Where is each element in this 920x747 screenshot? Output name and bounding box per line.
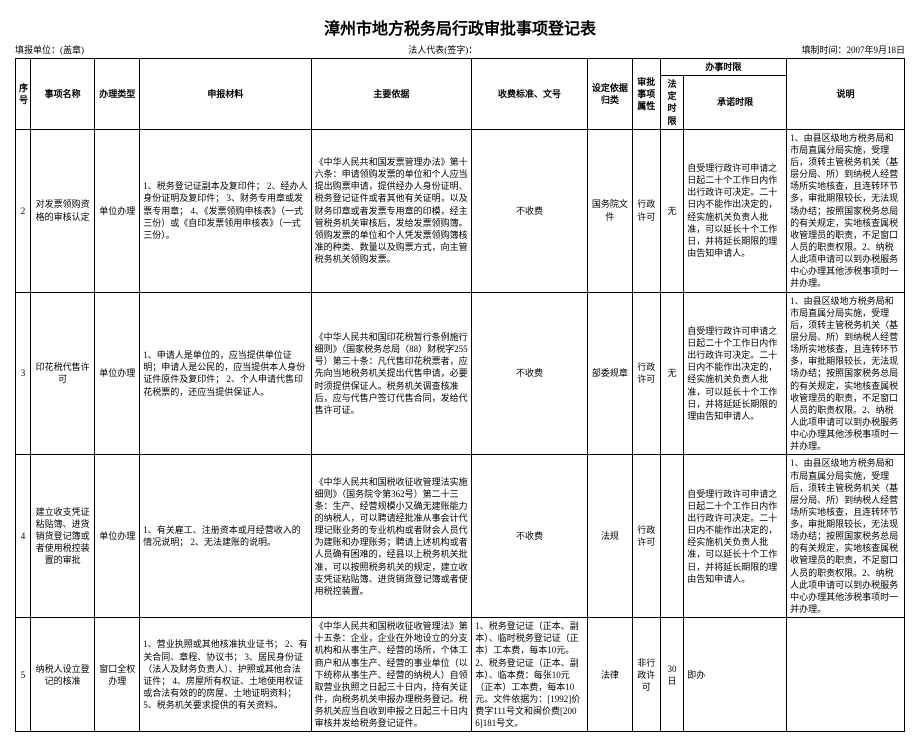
col-fee: 收费标准、文号	[472, 59, 588, 130]
cell-type: 单位办理	[95, 455, 140, 618]
cell-ltime	[660, 455, 684, 618]
cell-doc: 部委规章	[587, 292, 632, 455]
cell-seq: 2	[16, 129, 31, 292]
cell-type: 窗口全权办理	[95, 618, 140, 732]
cell-fee: 不收费	[472, 292, 588, 455]
header-row: 填报单位：(盖章) 法人代表(签字)： 填制时间：2007年9月18日	[15, 43, 905, 56]
col-doc: 设定依据归类	[587, 59, 632, 130]
table-row: 3印花税代售许可单位办理1、申请人是单位的，应当提供单位证明；申请人是公民的，应…	[16, 292, 905, 455]
cell-materials: 1、有关雇工、注册资本或月经营收入的情况说明； 2、无法建账的说明。	[140, 455, 311, 618]
cell-ptime: 即办	[684, 618, 787, 732]
cell-fee: 1、税务登记证（正本、副本）、临时税务登记证（正本）工本费，每本10元。2、税务…	[472, 618, 588, 732]
table-row: 4建立收支凭证粘贴簿、进货销货登记簿或者使用税控装置的审批单位办理1、有关雇工、…	[16, 455, 905, 618]
col-type: 办理类型	[95, 59, 140, 130]
cell-doc: 法律	[587, 618, 632, 732]
col-ptime: 承诺时限	[684, 76, 787, 130]
cell-note	[787, 618, 905, 732]
cell-name: 纳税人设立登记的核准	[30, 618, 94, 732]
cell-note: 1、由县区级地方税务局和市局直属分局实施，受理后，须转主管税务机关（基层分局、所…	[787, 129, 905, 292]
cell-name: 建立收支凭证粘贴簿、进货销货登记簿或者使用税控装置的审批	[30, 455, 94, 618]
cell-name: 对发票领购资格的审核认定	[30, 129, 94, 292]
cell-basis: 《中华人民共和国税收征收管理法实施细则》（国务院令第362号）第二十三条：生产、…	[311, 455, 472, 618]
cell-materials: 1、营业执照或其他核准执业证书； 2、有关合同、章程、协议书； 3、居民身份证（…	[140, 618, 311, 732]
cell-seq: 5	[16, 618, 31, 732]
cell-class: 非行政许可	[632, 618, 660, 732]
cell-basis: 《中华人民共和国印花税暂行条例施行细则》（国家税务总局（88）财税字255号）第…	[311, 292, 472, 455]
col-basis: 主要依据	[311, 59, 472, 130]
cell-class: 行政许可	[632, 455, 660, 618]
cell-name: 印花税代售许可	[30, 292, 94, 455]
cell-doc: 国务院文件	[587, 129, 632, 292]
col-ltime: 法定时限	[660, 76, 684, 130]
cell-seq: 4	[16, 455, 31, 618]
cell-ptime: 自受理行政许可申请之日起二十个工作日内作出行政许可决定。二十日内不能作出决定的，…	[684, 292, 787, 455]
cell-fee: 不收费	[472, 129, 588, 292]
col-seq: 序号	[16, 59, 31, 130]
cell-type: 单位办理	[95, 129, 140, 292]
cell-class: 行政许可	[632, 129, 660, 292]
table-row: 5纳税人设立登记的核准窗口全权办理1、营业执照或其他核准执业证书； 2、有关合同…	[16, 618, 905, 732]
cell-materials: 1、税务登记证副本及复印件； 2、经办人身份证明及复印件； 3、财务专用章或发票…	[140, 129, 311, 292]
cell-seq: 3	[16, 292, 31, 455]
col-materials: 申报材料	[140, 59, 311, 130]
cell-class: 行政许可	[632, 292, 660, 455]
cell-ptime: 自受理行政许可申请之日起二十个工作日内作出行政许可决定。二十日内不能作出决定的，…	[684, 455, 787, 618]
cell-basis: 《中华人民共和国发票管理办法》第十六条：申请领购发票的单位和个人应当提出购票申请…	[311, 129, 472, 292]
cell-basis: 《中华人民共和国税收征收管理法》第十五条：企业，企业在外地设立的分支机构和从事生…	[311, 618, 472, 732]
cell-materials: 1、申请人是单位的，应当提供单位证明；申请人是公民的，应当提供本人身份证件原件及…	[140, 292, 311, 455]
cell-ltime: 30日	[660, 618, 684, 732]
header-date: 填制时间：2007年9月18日	[802, 43, 906, 56]
cell-ltime: 无	[660, 292, 684, 455]
table-row: 2对发票领购资格的审核认定单位办理1、税务登记证副本及复印件； 2、经办人身份证…	[16, 129, 905, 292]
col-note: 说明	[787, 59, 905, 130]
header-unit: 填报单位：(盖章)	[15, 43, 408, 56]
cell-fee: 不收费	[472, 455, 588, 618]
page-title: 漳州市地方税务局行政审批事项登记表	[15, 15, 905, 39]
cell-note: 1、由县区级地方税务局和市局直属分局实施，受理后，须转主管税务机关（基层分局、所…	[787, 455, 905, 618]
cell-ptime: 自受理行政许可申请之日起二十个工作日内作出行政许可决定。二十日内不能作出决定的，…	[684, 129, 787, 292]
cell-note: 1、由县区级地方税务局和市局直属分局实施，受理后，须转主管税务机关（基层分局、所…	[787, 292, 905, 455]
cell-type: 单位办理	[95, 292, 140, 455]
registration-table: 序号 事项名称 办理类型 申报材料 主要依据 收费标准、文号 设定依据归类 审批…	[15, 58, 905, 732]
cell-ltime: 无	[660, 129, 684, 292]
header-row-1: 序号 事项名称 办理类型 申报材料 主要依据 收费标准、文号 设定依据归类 审批…	[16, 59, 905, 76]
header-rep: 法人代表(签字)：	[408, 43, 801, 56]
col-class: 审批事项属性	[632, 59, 660, 130]
col-time-group: 办事时限	[660, 59, 786, 76]
cell-doc: 法规	[587, 455, 632, 618]
col-name: 事项名称	[30, 59, 94, 130]
